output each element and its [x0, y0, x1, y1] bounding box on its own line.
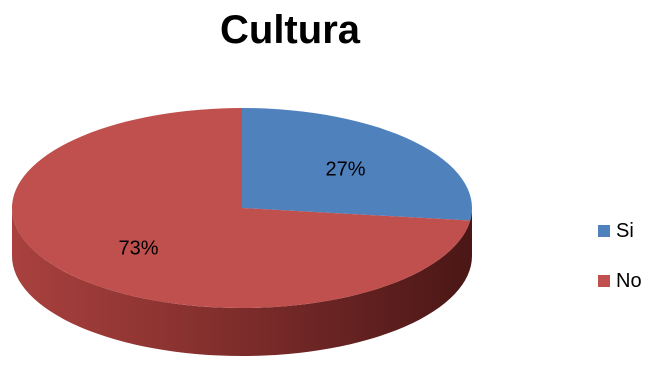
legend-item-si: Si	[598, 218, 642, 244]
pie-slice-no	[11, 108, 471, 308]
data-label-no: 73%	[118, 238, 158, 260]
legend-item-no: No	[598, 268, 642, 294]
pie-slice-si	[242, 108, 472, 221]
pie-side-wall	[12, 208, 472, 356]
chart-title: Cultura	[220, 8, 360, 52]
chart-legend: Si No	[598, 218, 642, 318]
legend-label-no: No	[616, 269, 642, 292]
legend-label-si: Si	[616, 219, 634, 242]
data-label-si: 27%	[325, 158, 365, 180]
legend-swatch-no	[598, 275, 610, 287]
legend-swatch-si	[598, 225, 610, 237]
